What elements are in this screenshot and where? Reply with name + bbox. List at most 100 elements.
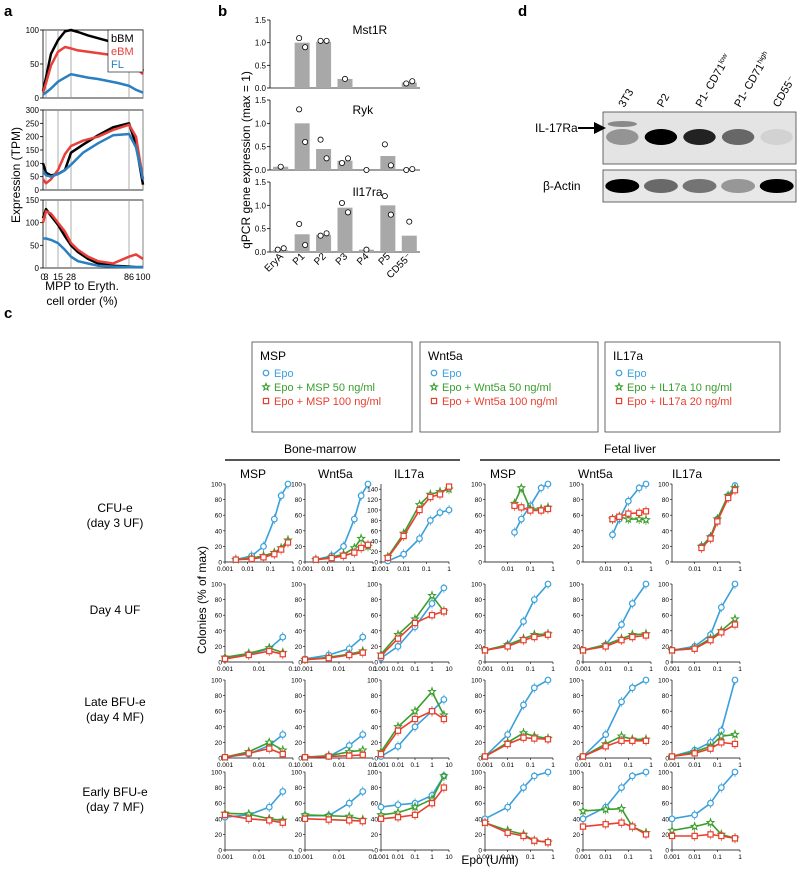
panel-c-legend-item: Epo (627, 368, 647, 380)
blot-band-faint (607, 121, 637, 127)
panel-c-xlabel: Epo (U/ml) (461, 853, 518, 867)
panel-c-point-high (445, 483, 453, 490)
panel-c-xtick-label: 0.01 (321, 566, 334, 573)
panel-c-ytick-label: 60 (662, 613, 670, 620)
panel-b-point (406, 218, 413, 225)
panel-c-ytick-label: 40 (295, 628, 303, 635)
panel-c-ytick-label: 100 (569, 770, 580, 777)
panel-b-gene-label: Mst1R (353, 23, 388, 37)
panel-b-ytick-label: 1.5 (255, 178, 267, 187)
panel-c-point-high (351, 549, 358, 556)
panel-c-xtick-label: 0.1 (624, 762, 633, 769)
panel-b-bar (316, 149, 332, 170)
panel-c-line-epo (582, 771, 647, 820)
panel-c-xtick-label: 10 (445, 854, 453, 861)
panel-c-point-low (600, 804, 611, 814)
panel-c-point-high (284, 539, 292, 546)
panel-c-point-epo (628, 772, 636, 780)
panel-c-ytick-label: 40 (295, 816, 303, 823)
panel-c-point-high (364, 541, 372, 549)
panel-c-cell-fl: 0 20 40 60 80 100 0.001 0.01 0.1 1 (658, 768, 742, 861)
panel-a-xtick-label: 100 (135, 272, 150, 282)
panel-c-line-epo (671, 679, 736, 758)
panel-c-ytick-label: 20 (662, 544, 670, 551)
panel-c-xtick-label: 0.01 (501, 762, 514, 769)
panel-c-cell-bm: 0 20 40 60 80 100 0.001 0.01 0.1 (291, 770, 378, 862)
panel-a-legend-FL: FL (111, 59, 124, 71)
panel-c-xtick-label: 1 (371, 566, 375, 573)
panel-c-ytick-label: 60 (215, 513, 223, 520)
panel-c-point-high (602, 743, 609, 750)
group-title-bone-marrow: Bone-marrow (284, 442, 356, 456)
panel-c-point-high (301, 656, 309, 663)
panel-c-xtick-label: 0.001 (217, 854, 234, 861)
panel-b-category-label: P5 (377, 251, 394, 268)
panel-b-bar (294, 123, 310, 170)
panel-c-legend-marker (430, 369, 438, 377)
panel-c-xtick-label: 0.001 (297, 762, 314, 769)
panel-c-ytick-label: 100 (367, 770, 378, 777)
panel-b-point (302, 138, 309, 145)
panel-c-xtick-label: 0.001 (477, 854, 494, 861)
panel-c-point-high (325, 753, 332, 760)
panel-c-cell-fl: 0 20 40 60 80 100 0.001 0.01 0.1 1 (569, 676, 653, 769)
panel-c-legend-box (251, 341, 413, 433)
panel-c-point-epo (520, 701, 527, 709)
panel-c-legend-item: Epo + IL17a 20 ng/ml (627, 396, 732, 408)
panel-c-xtick-label: 0.1 (288, 854, 297, 861)
panel-c-xtick-label: 0.1 (526, 854, 535, 861)
panel-a-ytick-label: 150 (26, 196, 40, 205)
panel-b-point (302, 44, 309, 51)
panel-c-point-high (629, 633, 636, 641)
panel-c-col-title: IL17a (672, 467, 702, 481)
panel-c-cell-fl: 0 20 40 60 80 100 0.001 0.01 0.1 1 (471, 580, 555, 673)
panel-c-point-high (707, 831, 714, 838)
panel-c-point-epo (530, 772, 538, 780)
panel-c-point-high (718, 739, 725, 746)
panel-b-point (317, 37, 324, 44)
panel-c-xtick-label: 0.01 (397, 566, 410, 573)
panel-b-point (403, 166, 410, 173)
panel-c-xtick-label: 0.1 (713, 762, 722, 769)
panel-c-line-high (224, 650, 283, 660)
panel-c-point-high (642, 632, 650, 639)
panel-c-line-high (224, 814, 283, 824)
panel-c-point-high (266, 745, 273, 752)
row-title-4-line1: Early BFU-e (82, 785, 148, 799)
panel-c-point-epo (642, 676, 650, 684)
row-title-3-line1: Late BFU-e (84, 695, 146, 709)
panel-c-point-low (689, 821, 700, 831)
panel-c-xtick-label: 1 (738, 666, 742, 673)
panel-b-point (381, 192, 388, 199)
panel-c-cell-bm: 0 20 40 60 80 100 0.001 0.01 0.1 1 (211, 480, 295, 573)
panel-c-legend-title: Wnt5a (428, 349, 463, 363)
panel-c-point-high (629, 823, 636, 830)
panel-c-point-high (279, 750, 286, 758)
panel-c-xtick-label: 0.001 (297, 666, 314, 673)
panel-c-point-epo (400, 550, 408, 558)
panel-c-ytick-label: 60 (573, 709, 581, 716)
panel-c-ytick-label: 0 (374, 756, 378, 763)
panel-c-xtick-label: 0.1 (624, 854, 633, 861)
panel-c-ytick-label: 60 (662, 709, 670, 716)
panel-c-xtick-label: 0.1 (526, 666, 535, 673)
panel-b-bar (294, 42, 310, 88)
panel-c-line-epo (484, 771, 549, 820)
panel-c-col-title: Wnt5a (318, 467, 353, 481)
panel-c-ytick-label: 60 (475, 801, 483, 808)
blot-band-il17ra (606, 129, 639, 145)
panel-b-point (280, 245, 287, 252)
panel-c-ytick-label: 80 (573, 785, 581, 792)
panel-c-point-epo (618, 784, 625, 791)
blot-band-il17ra (683, 129, 716, 145)
panel-c-point-high (520, 734, 527, 741)
panel-c-point-high (504, 740, 511, 748)
panel-c-xtick-label: 0.1 (346, 566, 355, 573)
panel-b-bar (380, 156, 396, 170)
panel-c-ytick-label: 40 (371, 816, 379, 823)
panel-c-ytick-label: 0 (665, 560, 669, 567)
panel-c-ytick-label: 0 (218, 756, 222, 763)
panel-c-point-epo (691, 811, 699, 819)
panel-c-ytick-label: 20 (215, 740, 223, 747)
